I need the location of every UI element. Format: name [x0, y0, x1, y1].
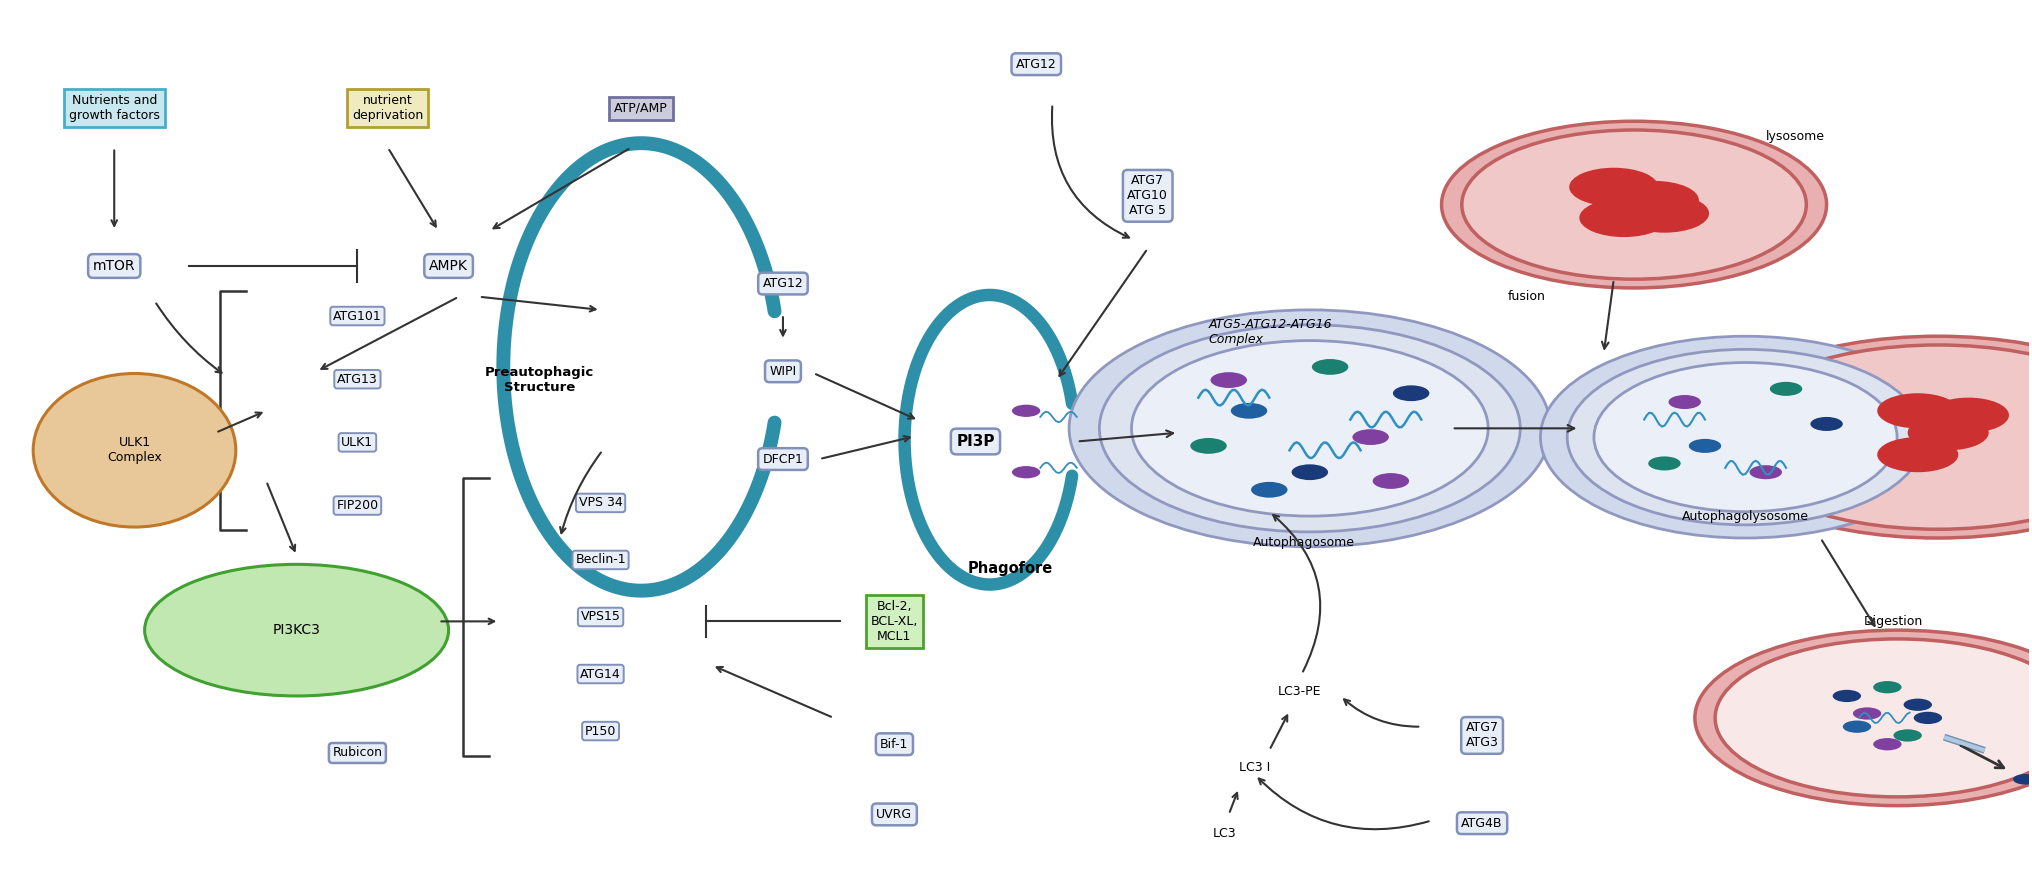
Text: ATG12: ATG12 — [1016, 57, 1057, 71]
Text: ULK1
Complex: ULK1 Complex — [108, 436, 163, 464]
Circle shape — [1441, 121, 1827, 288]
Text: Nutrients and
growth factors: Nutrients and growth factors — [69, 94, 161, 122]
Circle shape — [2014, 774, 2032, 785]
Circle shape — [1231, 403, 1268, 419]
Circle shape — [1620, 194, 1709, 232]
Text: ATG14: ATG14 — [581, 668, 622, 681]
Ellipse shape — [33, 374, 236, 527]
Text: LC3: LC3 — [1213, 827, 1237, 841]
Text: ATP/AMP: ATP/AMP — [614, 102, 669, 115]
Text: LC3-PE: LC3-PE — [1278, 685, 1321, 698]
Text: PI3P: PI3P — [957, 434, 996, 449]
Text: Phagofore: Phagofore — [967, 562, 1053, 577]
Circle shape — [1313, 359, 1349, 374]
Circle shape — [1374, 473, 1408, 489]
Circle shape — [1725, 345, 2032, 529]
Circle shape — [1750, 465, 1782, 479]
Text: PI3KC3: PI3KC3 — [272, 623, 321, 638]
Circle shape — [144, 564, 449, 696]
Circle shape — [1353, 429, 1388, 445]
Text: DFCP1: DFCP1 — [762, 453, 803, 465]
Circle shape — [1012, 466, 1040, 479]
Circle shape — [1211, 372, 1248, 388]
Circle shape — [1668, 395, 1701, 409]
Circle shape — [1292, 464, 1329, 480]
Circle shape — [1012, 404, 1040, 417]
Ellipse shape — [1069, 310, 1550, 547]
Text: FIP200: FIP200 — [337, 499, 378, 512]
Circle shape — [1609, 181, 1699, 220]
Circle shape — [1648, 457, 1680, 471]
Circle shape — [1914, 712, 1943, 724]
Text: Digestion: Digestion — [1863, 615, 1922, 628]
Text: nutrient
deprivation: nutrient deprivation — [352, 94, 423, 122]
Circle shape — [1908, 415, 1989, 450]
Ellipse shape — [1567, 350, 1924, 525]
Circle shape — [1833, 690, 1861, 702]
Circle shape — [1461, 130, 1806, 279]
Ellipse shape — [1099, 325, 1520, 532]
Text: ATG5-ATG12-ATG16
Complex: ATG5-ATG12-ATG16 Complex — [1209, 318, 1333, 346]
Ellipse shape — [1132, 341, 1487, 516]
Circle shape — [1569, 168, 1658, 207]
Text: Autophagosome: Autophagosome — [1254, 536, 1355, 549]
Text: Beclin-1: Beclin-1 — [575, 554, 626, 567]
Text: Rubicon: Rubicon — [333, 746, 382, 759]
Text: UVRG: UVRG — [876, 808, 912, 821]
Circle shape — [1878, 393, 1959, 428]
Circle shape — [1695, 630, 2032, 805]
Text: LC3 I: LC3 I — [1240, 761, 1270, 774]
Circle shape — [1853, 707, 1882, 720]
Circle shape — [1874, 681, 1902, 693]
Text: ATG4B: ATG4B — [1461, 817, 1504, 830]
Circle shape — [1878, 437, 1959, 472]
Circle shape — [1715, 639, 2032, 796]
Text: ATG7
ATG3: ATG7 ATG3 — [1465, 721, 1498, 750]
Text: ATG7
ATG10
ATG 5: ATG7 ATG10 ATG 5 — [1128, 174, 1168, 217]
Circle shape — [1843, 721, 1871, 733]
Text: ATG13: ATG13 — [337, 373, 378, 386]
Text: Bif-1: Bif-1 — [880, 737, 908, 751]
Circle shape — [1705, 336, 2032, 538]
Circle shape — [1894, 729, 1922, 742]
Text: mTOR: mTOR — [93, 259, 136, 273]
Text: VPS15: VPS15 — [581, 610, 620, 623]
Text: Bcl-2,
BCL-XL,
MCL1: Bcl-2, BCL-XL, MCL1 — [872, 600, 918, 643]
Circle shape — [1770, 381, 1802, 396]
Text: ATG12: ATG12 — [762, 277, 803, 290]
Circle shape — [1191, 438, 1227, 454]
Text: lysosome: lysosome — [1766, 130, 1825, 143]
Text: ATG101: ATG101 — [333, 310, 382, 322]
Text: Autophagolysosome: Autophagolysosome — [1682, 509, 1808, 523]
Text: fusion: fusion — [1508, 291, 1546, 303]
Circle shape — [1928, 397, 2010, 433]
Circle shape — [1689, 439, 1721, 453]
Text: P150: P150 — [585, 725, 616, 737]
Ellipse shape — [1593, 363, 1898, 511]
Text: WIPI: WIPI — [770, 365, 797, 378]
Circle shape — [1392, 385, 1428, 401]
Ellipse shape — [1540, 336, 1951, 538]
Text: AMPK: AMPK — [429, 259, 467, 273]
Circle shape — [1874, 738, 1902, 751]
Text: ULK1: ULK1 — [341, 436, 374, 449]
Circle shape — [1579, 199, 1668, 237]
Circle shape — [1811, 417, 1843, 431]
Text: VPS 34: VPS 34 — [579, 496, 622, 509]
Text: Preautophagic
Structure: Preautophagic Structure — [486, 366, 595, 394]
Circle shape — [1904, 698, 1932, 711]
Circle shape — [1252, 482, 1288, 498]
